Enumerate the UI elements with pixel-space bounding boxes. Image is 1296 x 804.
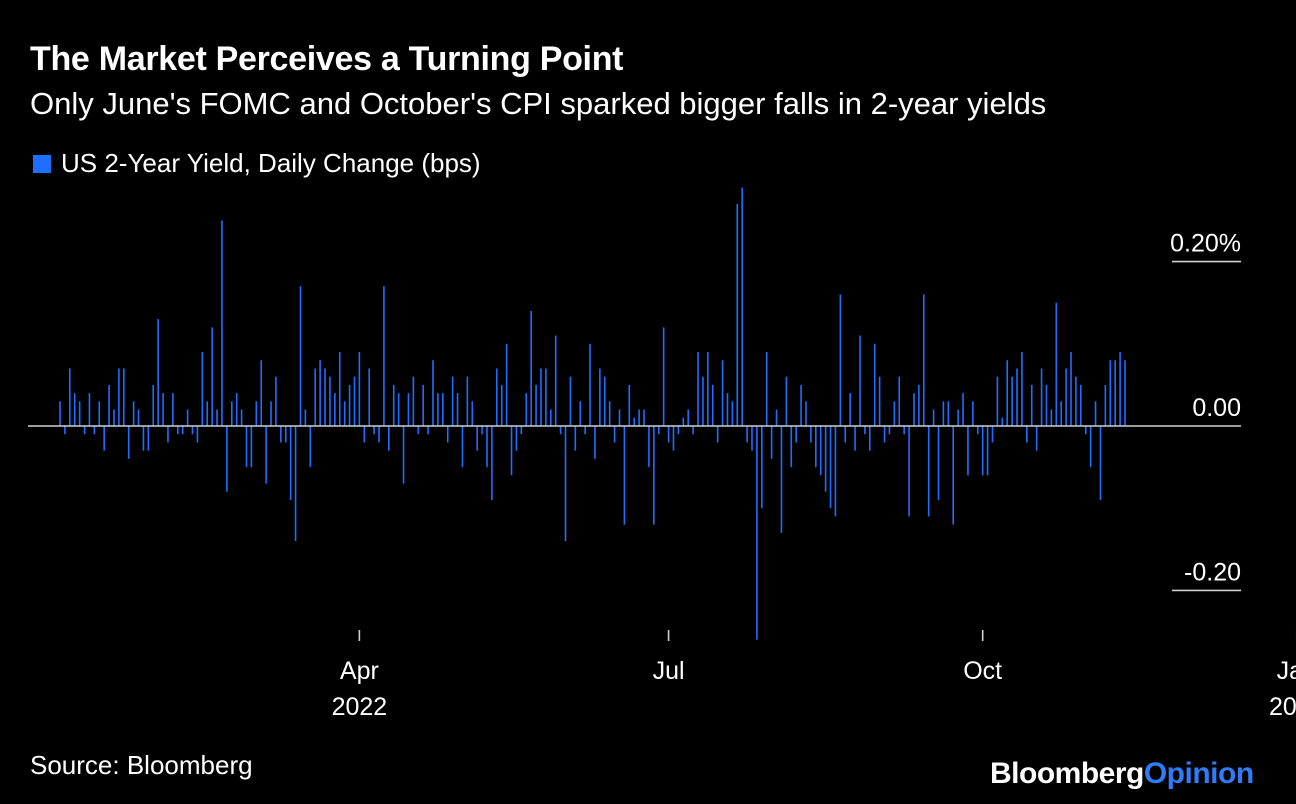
legend-label: US 2-Year Yield, Daily Change (bps) <box>61 148 481 178</box>
source-note: Source: Bloomberg <box>30 750 253 780</box>
brand-logo-bloomberg: Bloomberg <box>990 757 1144 790</box>
chart-subtitle: Only June's FOMC and October's CPI spark… <box>30 86 1047 121</box>
brand-logo-opinion: Opinion <box>1143 757 1254 790</box>
y-tick-label: 0.00 <box>1192 394 1241 422</box>
x-tick-label: Oct <box>963 657 1002 685</box>
bars-group <box>59 187 1126 640</box>
legend-swatch <box>33 154 51 173</box>
brand-logo: BloombergOpinion <box>990 757 1254 791</box>
x-tick-year-label: 2023 <box>1269 693 1296 721</box>
legend: US 2-Year Yield, Daily Change (bps) <box>33 148 481 179</box>
x-tick-label: Apr <box>340 657 379 685</box>
y-tick-label: -0.20 <box>1184 558 1241 586</box>
chart-title: The Market Perceives a Turning Point <box>30 40 624 78</box>
x-axis: Apr 2022 Jul Oct Jan 2023 <box>332 630 1296 721</box>
x-tick-label: Jul <box>653 657 685 685</box>
y-tick-label: 0.20% <box>1170 230 1241 258</box>
y-axis: 0.20% 0.00 -0.20 <box>1170 230 1241 592</box>
x-tick-year-label: 2022 <box>332 693 388 721</box>
x-tick-label: Jan <box>1277 657 1296 685</box>
